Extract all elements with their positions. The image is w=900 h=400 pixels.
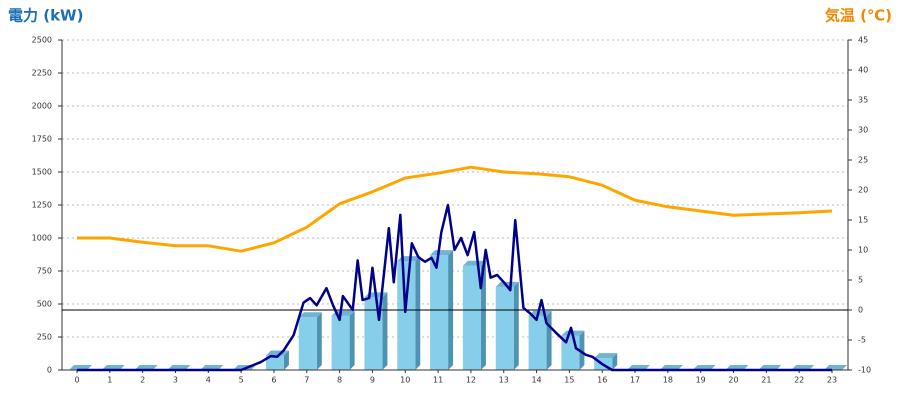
y2-tick-label: 25	[858, 156, 868, 165]
y2-tick-label: 0	[858, 306, 863, 315]
y-tick-label: 0	[47, 366, 52, 375]
y-tick-label: 1250	[32, 201, 52, 210]
x-tick-label: 16	[597, 376, 607, 385]
bar-side	[349, 310, 355, 370]
bar-side	[382, 292, 388, 370]
bar-top	[298, 312, 322, 318]
x-tick-label: 13	[499, 376, 509, 385]
y-tick-label: 1000	[32, 234, 52, 243]
y2-tick-label: -5	[858, 336, 866, 345]
x-tick-label: 14	[531, 376, 541, 385]
bar	[331, 310, 355, 370]
y2-tick-label: -10	[858, 366, 871, 375]
bar-side	[612, 353, 618, 370]
x-tick-label: 22	[794, 376, 804, 385]
bar-side	[283, 350, 289, 370]
line	[77, 165, 833, 253]
bar	[462, 260, 486, 370]
x-tick-label: 18	[663, 376, 673, 385]
x-tick-label: 5	[239, 376, 244, 385]
y-tick-label: 750	[37, 267, 52, 276]
y2-tick-label: 35	[858, 96, 868, 105]
x-tick-label: 19	[696, 376, 706, 385]
y2-tick-label: 10	[858, 246, 868, 255]
bar	[495, 281, 519, 370]
bar	[298, 312, 322, 370]
y-tick-label: 500	[37, 300, 52, 309]
x-tick-label: 20	[728, 376, 738, 385]
x-tick-label: 8	[337, 376, 342, 385]
x-tick-label: 3	[173, 376, 178, 385]
y2-tick-label: 45	[858, 36, 868, 45]
bar	[528, 310, 552, 370]
x-tick-label: 2	[140, 376, 145, 385]
y-tick-label: 1500	[32, 168, 52, 177]
y2-tick-label: 30	[858, 126, 868, 135]
bar-front	[298, 317, 317, 370]
x-tick-label: 17	[630, 376, 640, 385]
x-tick-label: 15	[564, 376, 574, 385]
x-tick-label: 11	[433, 376, 443, 385]
bar-front	[528, 315, 547, 370]
x-tick-label: 7	[304, 376, 309, 385]
y2-axis-title: 気温 (℃)	[825, 7, 892, 25]
x-tick-label: 6	[271, 376, 276, 385]
bar-top	[495, 281, 519, 287]
y-tick-label: 2000	[32, 102, 52, 111]
bar	[265, 350, 289, 370]
y-tick-label: 250	[37, 333, 52, 342]
x-tick-label: 12	[466, 376, 476, 385]
x-tick-label: 9	[370, 376, 375, 385]
bar-front	[495, 286, 514, 370]
bar-front	[430, 255, 449, 370]
x-tick-label: 21	[761, 376, 771, 385]
y2-tick-label: 5	[858, 276, 863, 285]
bar-front	[265, 355, 284, 370]
bar-front	[331, 315, 350, 370]
bar-side	[513, 281, 519, 370]
bar-top	[462, 260, 486, 266]
x-tick-label: 10	[400, 376, 410, 385]
bar-side	[415, 256, 421, 370]
bar-front	[462, 265, 481, 370]
y-axis-title: 電力 (kW)	[8, 7, 83, 25]
y-tick-label: 2500	[32, 36, 52, 45]
bar-side	[579, 330, 585, 370]
bar-front	[397, 261, 416, 370]
bar-side	[546, 310, 552, 370]
line	[77, 203, 832, 372]
bar-top	[594, 353, 618, 359]
bar-side	[480, 260, 486, 370]
x-tick-label: 23	[827, 376, 837, 385]
x-tick-label: 1	[107, 376, 112, 385]
x-tick-label: 4	[206, 376, 211, 385]
y2-tick-label: 15	[858, 216, 868, 225]
y-tick-label: 1750	[32, 135, 52, 144]
bar-side	[316, 312, 322, 370]
bar-top	[430, 250, 454, 256]
y2-tick-label: 40	[858, 66, 868, 75]
x-tick-label: 0	[74, 376, 79, 385]
y2-tick-label: 20	[858, 186, 868, 195]
y-tick-label: 2250	[32, 69, 52, 78]
